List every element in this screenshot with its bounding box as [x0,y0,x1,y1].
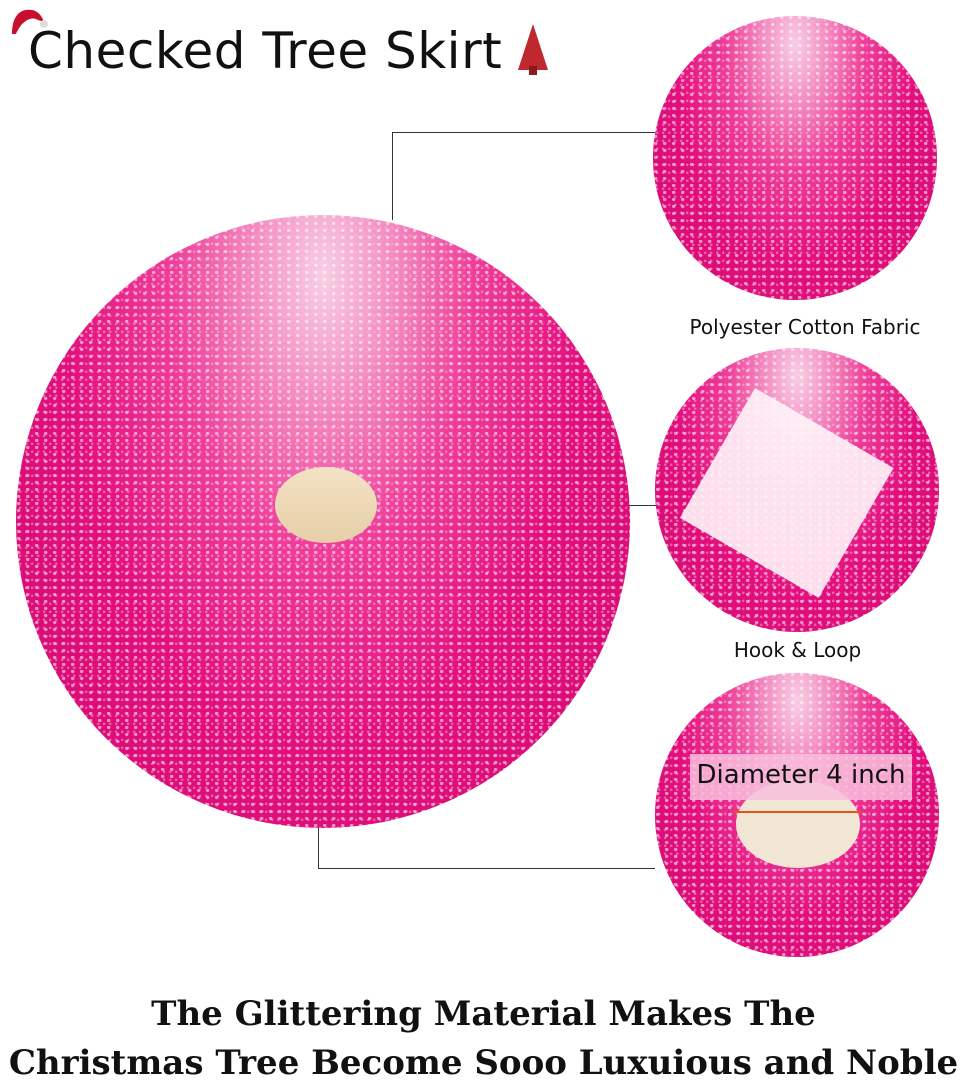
fabric-closeup-image [653,16,937,300]
christmas-tree-icon [518,24,548,75]
diameter-label: Diameter 4 inch [696,760,906,790]
center-hole [275,467,377,543]
hook-loop-closeup-image [655,348,939,632]
fabric-label: Polyester Cotton Fabric [689,315,921,339]
diameter-measure-line [734,811,862,813]
connector-top [392,132,393,220]
caption-line-1: The Glittering Material Makes The [151,994,816,1034]
caption-line-2: Christmas Tree Become Sooo Luxuious and … [8,1043,959,1083]
connector-bottom [318,826,319,868]
connector-bottom-h [318,868,655,869]
connector-top-h [392,132,655,133]
connector-middle [628,505,656,506]
closure-label: Hook & Loop [733,638,862,662]
diameter-label-background [690,754,912,800]
santa-hat-icon [12,9,48,34]
page-title: Checked Tree Skirt [28,22,503,80]
